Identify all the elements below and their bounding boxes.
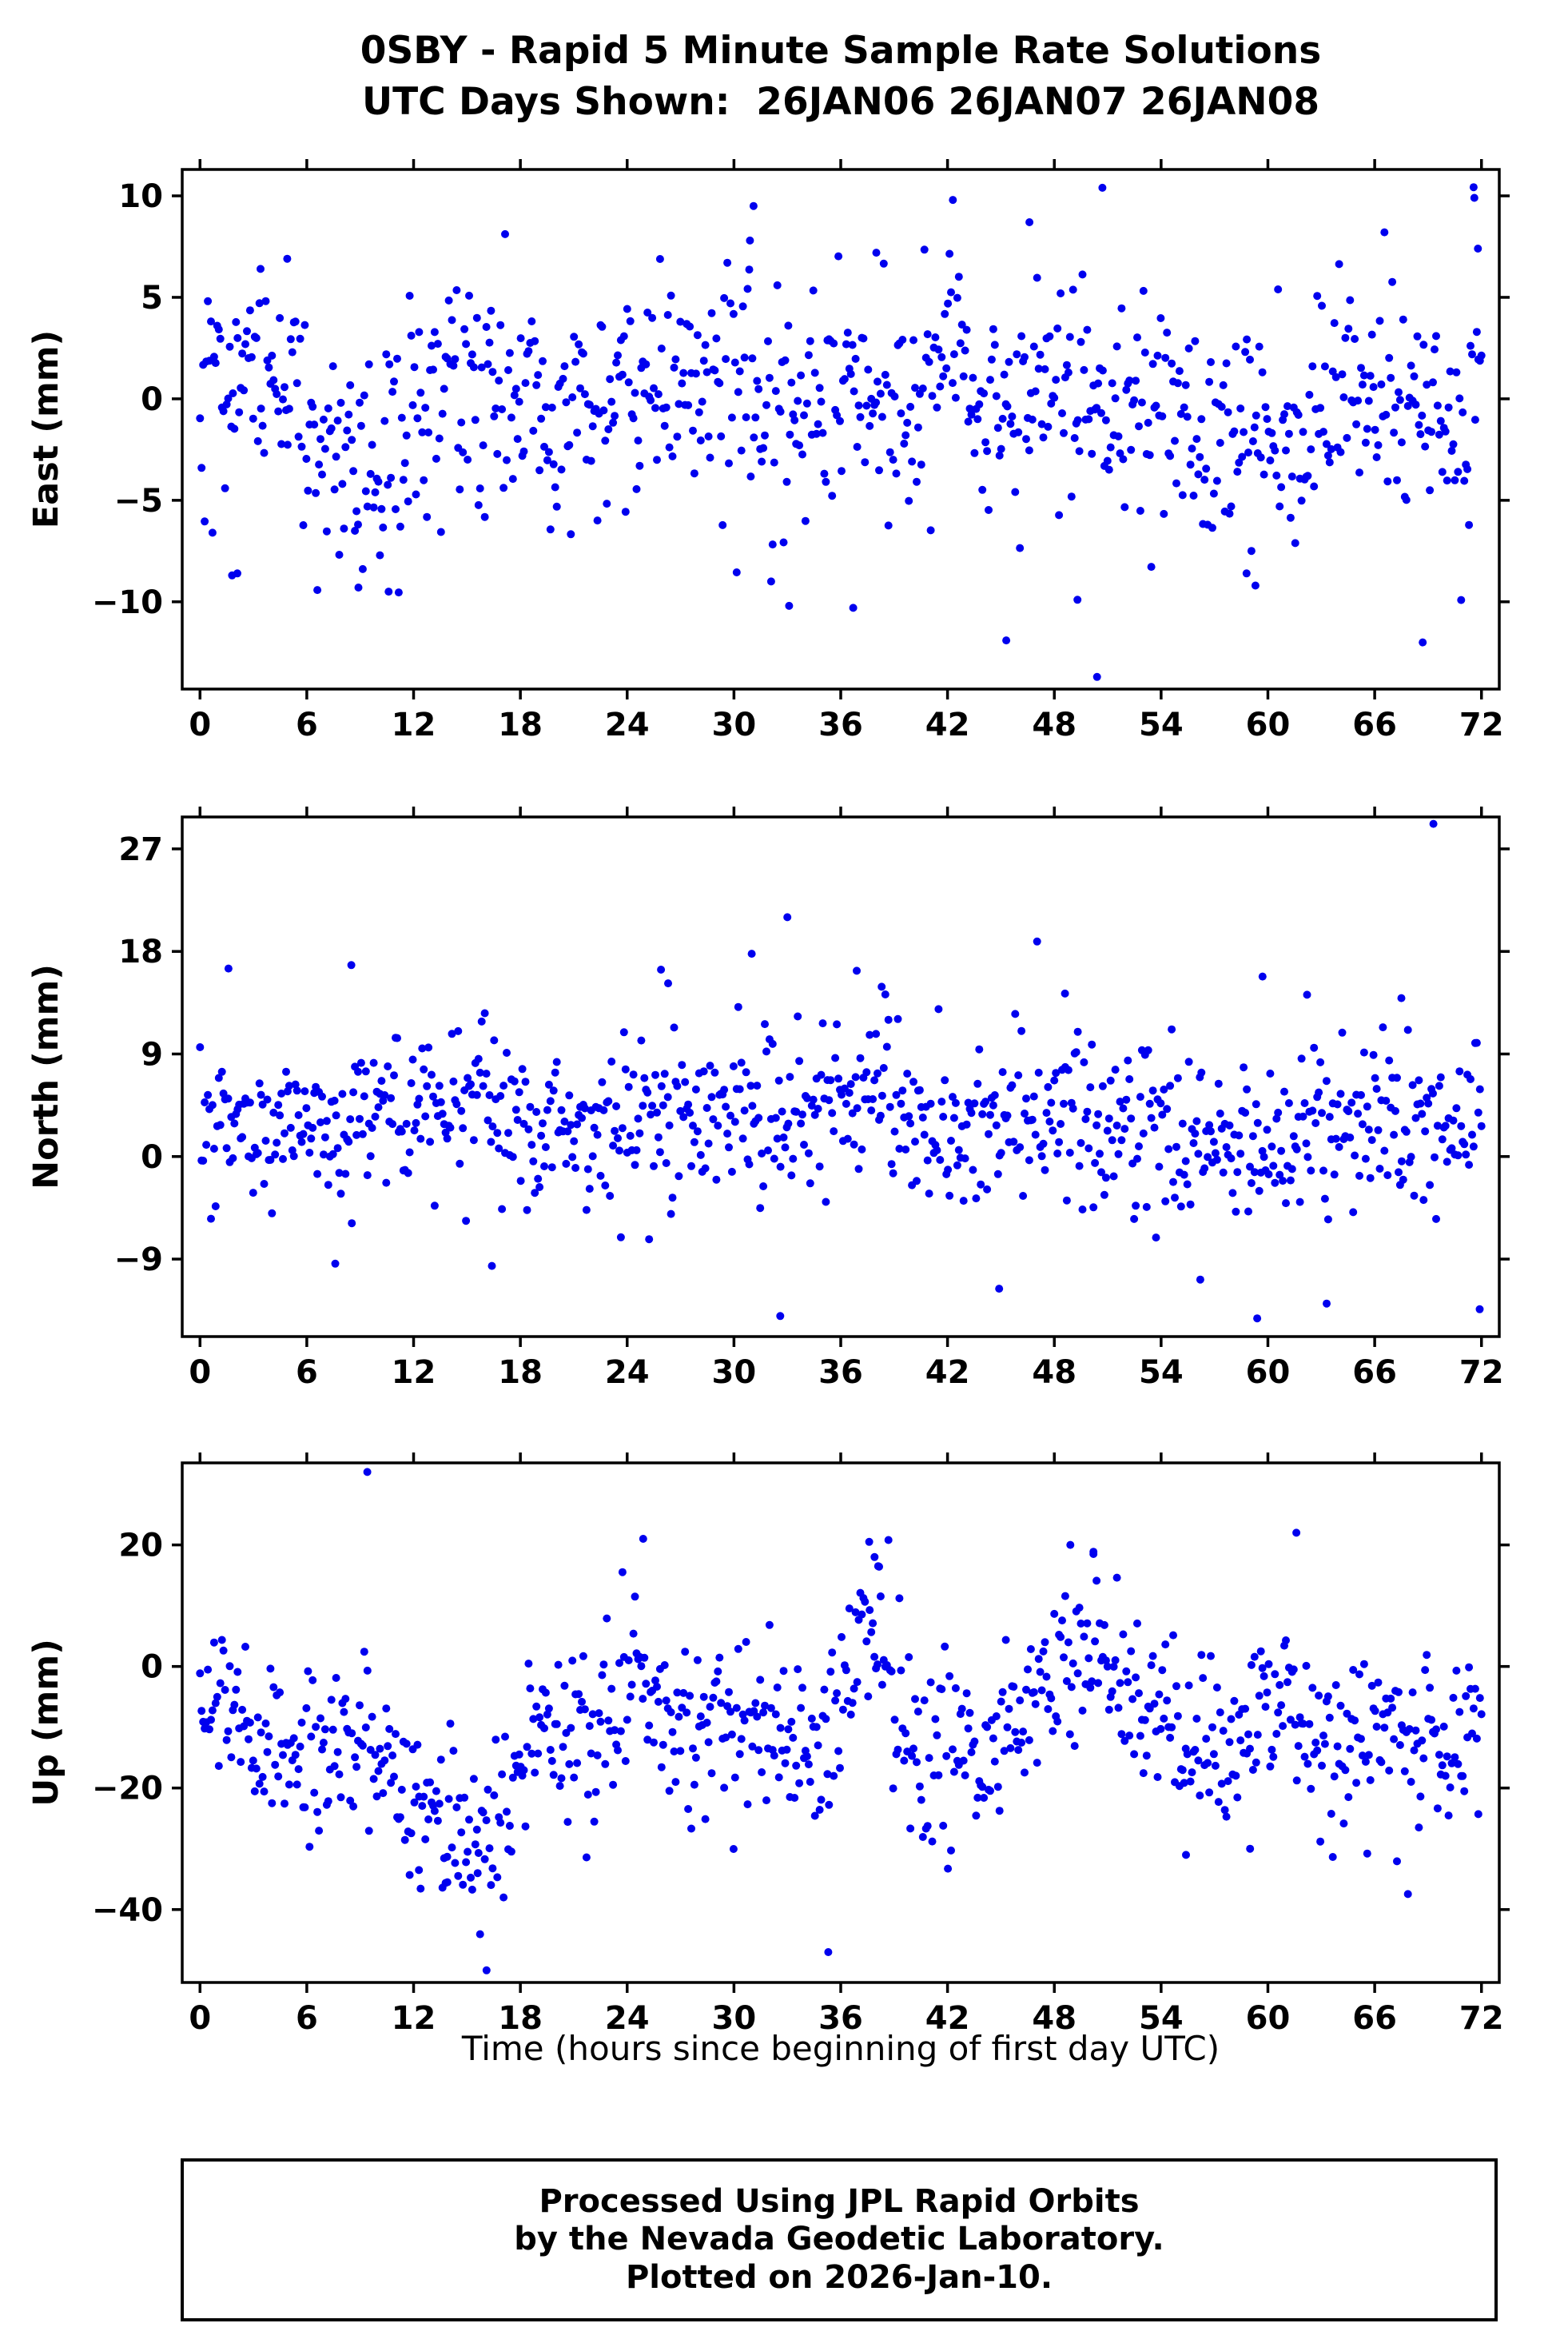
svg-text:30: 30 (712, 2000, 757, 2037)
svg-text:72: 72 (1459, 1354, 1504, 1391)
svg-text:36: 36 (818, 707, 863, 743)
svg-text:0: 0 (189, 1354, 211, 1391)
up-axis-label: Up (mm) (26, 1639, 66, 1807)
svg-text:30: 30 (712, 707, 757, 743)
svg-text:18: 18 (118, 934, 163, 970)
footer-box: Processed Using JPL Rapid Orbits by the … (181, 2158, 1498, 2321)
svg-text:10: 10 (118, 178, 163, 215)
svg-text:72: 72 (1459, 707, 1504, 743)
north-axis-label: North (mm) (26, 964, 66, 1189)
svg-text:60: 60 (1246, 2000, 1291, 2037)
svg-text:5: 5 (141, 280, 163, 317)
svg-text:20: 20 (118, 1528, 163, 1564)
svg-text:72: 72 (1459, 2000, 1504, 2037)
svg-text:48: 48 (1032, 1354, 1077, 1391)
svg-text:6: 6 (296, 2000, 318, 2037)
svg-text:18: 18 (498, 707, 543, 743)
svg-text:24: 24 (605, 1354, 650, 1391)
plot-title: 0SBY - Rapid 5 Minute Sample Rate Soluti… (360, 29, 1322, 73)
svg-text:−10: −10 (92, 584, 163, 621)
svg-text:66: 66 (1352, 2000, 1397, 2037)
panel-up: 0 6 12 18 24 30 36 42 48 54 60 66 72 −40 −20 0 20 Up (mm) (26, 1452, 1510, 2037)
svg-text:18: 18 (498, 2000, 543, 2037)
footer-line-1: Processed Using JPL Rapid Orbits (539, 2183, 1140, 2221)
svg-text:0: 0 (189, 2000, 211, 2037)
up-scatter-points (196, 1468, 1486, 1974)
footer-line-2: by the Nevada Geodetic Laboratory. (514, 2221, 1164, 2258)
svg-text:6: 6 (296, 1354, 318, 1391)
svg-text:60: 60 (1246, 707, 1291, 743)
svg-text:27: 27 (118, 831, 163, 868)
svg-text:0: 0 (141, 1649, 163, 1686)
panel-north: 0 6 12 18 24 30 36 42 48 54 60 66 72 −9 0 9 18 27 North (m… (26, 807, 1510, 1391)
x-axis-label: Time (hours since beginning of first day… (461, 2029, 1220, 2068)
svg-text:−40: −40 (92, 1892, 163, 1929)
svg-text:48: 48 (1032, 2000, 1077, 2037)
svg-text:54: 54 (1139, 1354, 1184, 1391)
svg-text:24: 24 (605, 707, 650, 743)
svg-text:66: 66 (1352, 1354, 1397, 1391)
svg-text:24: 24 (605, 2000, 650, 2037)
svg-text:42: 42 (925, 1354, 970, 1391)
svg-text:6: 6 (296, 707, 318, 743)
svg-text:0: 0 (141, 1139, 163, 1176)
svg-text:12: 12 (392, 2000, 436, 2037)
svg-text:−20: −20 (92, 1771, 163, 1807)
svg-text:30: 30 (712, 1354, 757, 1391)
svg-text:60: 60 (1246, 1354, 1291, 1391)
svg-text:0: 0 (141, 381, 163, 418)
east-axis-label: East (mm) (26, 330, 66, 528)
svg-text:12: 12 (392, 707, 436, 743)
svg-text:54: 54 (1139, 707, 1184, 743)
svg-text:−9: −9 (114, 1241, 163, 1278)
svg-text:9: 9 (141, 1036, 163, 1073)
svg-text:42: 42 (925, 707, 970, 743)
svg-text:66: 66 (1352, 707, 1397, 743)
svg-text:54: 54 (1139, 2000, 1184, 2037)
svg-text:12: 12 (392, 1354, 436, 1391)
svg-text:42: 42 (925, 2000, 970, 2037)
east-scatter-points (196, 183, 1486, 681)
north-scatter-points (196, 819, 1486, 1323)
svg-text:18: 18 (498, 1354, 543, 1391)
svg-text:36: 36 (818, 1354, 863, 1391)
plot-subtitle: UTC Days Shown: 26JAN06 26JAN07 26JAN08 (361, 80, 1320, 124)
svg-text:0: 0 (189, 707, 211, 743)
panel-east: 0 6 12 18 24 30 36 42 48 54 60 66 72 −10 −5 0 5 10 East (m… (26, 159, 1510, 743)
svg-text:36: 36 (818, 2000, 863, 2037)
svg-text:−5: −5 (114, 483, 163, 520)
footer-line-3: Plotted on 2026-Jan-10. (625, 2258, 1053, 2296)
svg-text:48: 48 (1032, 707, 1077, 743)
